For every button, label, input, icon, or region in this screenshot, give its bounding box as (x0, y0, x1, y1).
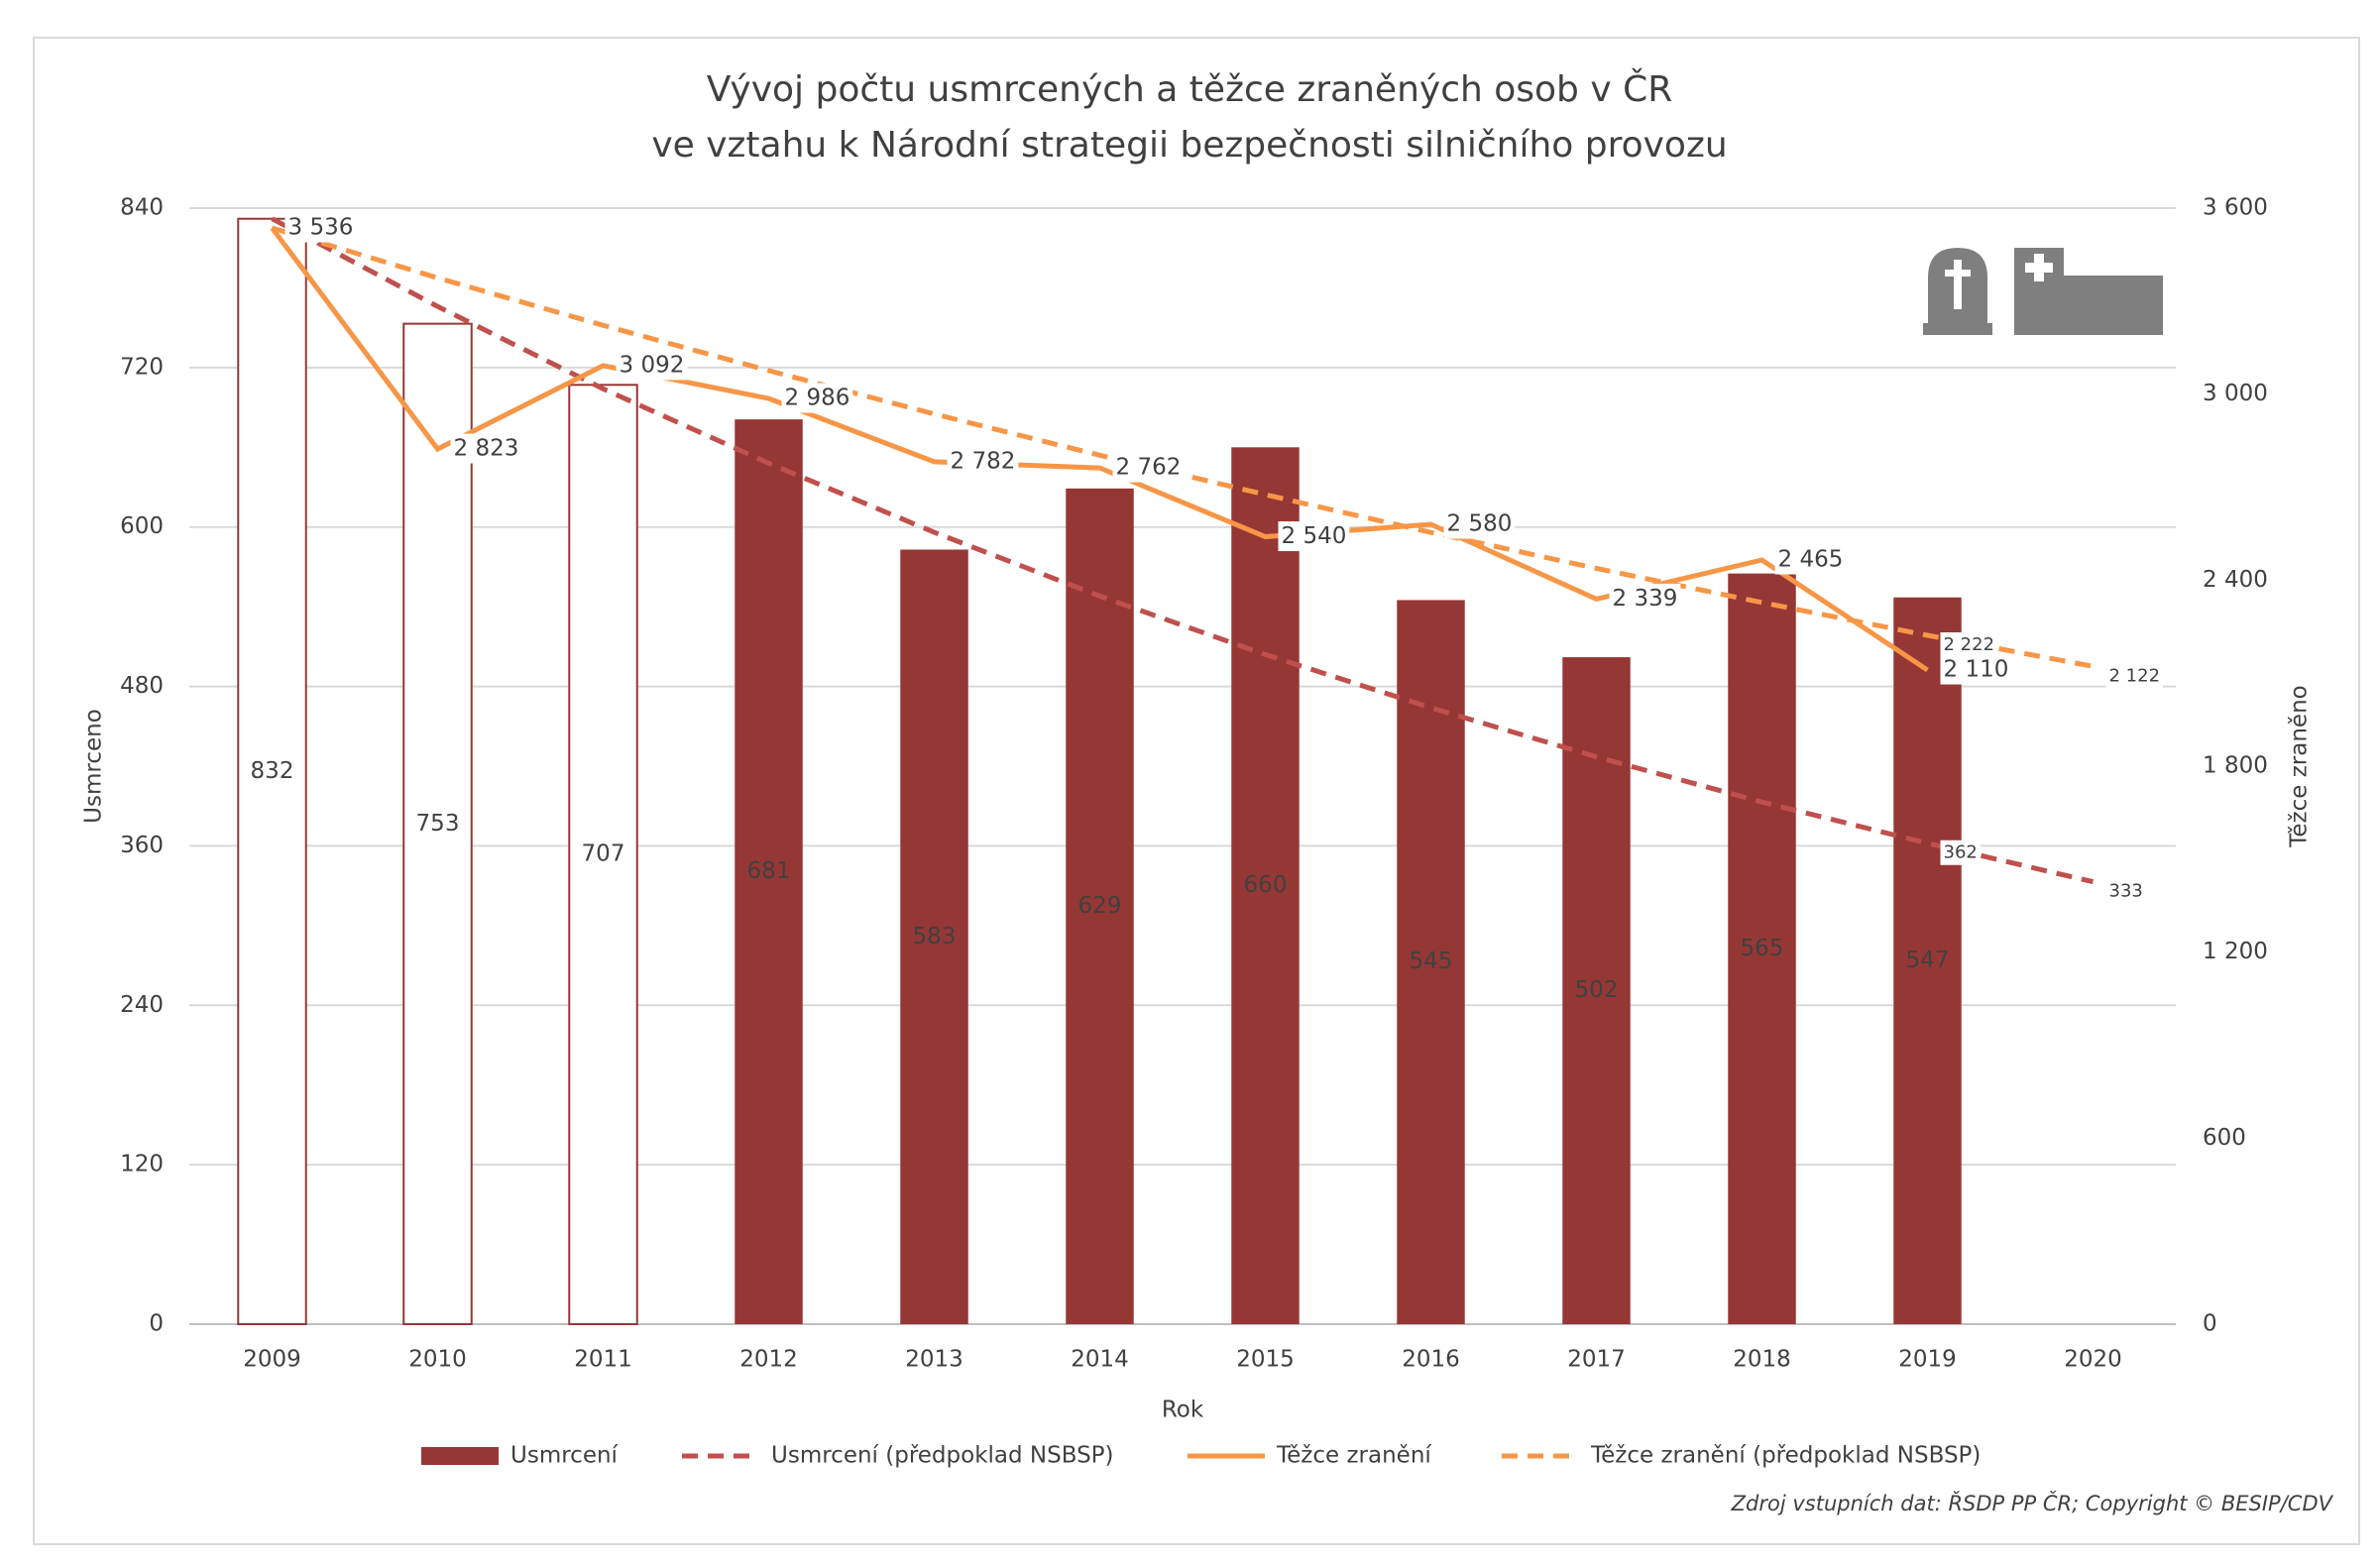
legend-label: Usmrcení (předpoklad NSBSP) (771, 1443, 1114, 1469)
y2-tick-label: 0 (2203, 1311, 2217, 1337)
y-tick-label: 240 (120, 992, 164, 1018)
y2-tick-label: 1 800 (2203, 753, 2268, 779)
y-tick-label: 480 (120, 673, 164, 699)
label-bg (1774, 544, 1847, 575)
x-tick-label: 2018 (1733, 1347, 1791, 1373)
data-label: 2 823 (454, 436, 519, 462)
data-label: 2 782 (951, 448, 1016, 474)
label-bg (947, 446, 1019, 477)
bar (1728, 573, 1796, 1324)
data-label: 333 (2109, 881, 2143, 902)
label-bg (1609, 583, 1681, 614)
legend-label: Těžce zranění (předpoklad NSBSP) (1590, 1443, 1981, 1469)
x-tick-label: 2019 (1898, 1347, 1957, 1373)
label-bg (616, 350, 688, 381)
y-tick-label: 600 (120, 513, 164, 539)
label-bg (1940, 632, 1998, 658)
x-tick-label: 2013 (905, 1347, 963, 1373)
y2-tick-label: 2 400 (2203, 567, 2268, 593)
x-tick-label: 2016 (1402, 1347, 1460, 1373)
bar-value-label: 753 (416, 811, 460, 837)
bar (1231, 447, 1300, 1324)
data-label: 2 222 (1944, 634, 1995, 655)
y2-tick-label: 3 600 (2203, 195, 2268, 221)
label-bg (1940, 654, 2012, 685)
x-tick-label: 2010 (408, 1347, 467, 1373)
bar-value-label: 660 (1244, 872, 1288, 898)
data-label: 2 762 (1116, 455, 1182, 481)
bar (1562, 657, 1631, 1324)
legend-label: Těžce zranění (1276, 1443, 1431, 1469)
line-series (271, 216, 2095, 885)
bar (900, 549, 968, 1324)
data-label: 2 465 (1778, 547, 1844, 573)
bar (402, 322, 473, 1326)
data-label: 2 122 (2109, 665, 2161, 686)
y2-tick-label: 600 (2203, 1125, 2246, 1151)
hcross-h (2025, 263, 2053, 273)
data-label: 362 (1944, 842, 1978, 863)
label-bg (1940, 840, 1981, 865)
label-bg (2105, 663, 2164, 689)
data-label: 3 092 (620, 352, 685, 378)
x-tick-label: 2012 (739, 1347, 798, 1373)
x-tick-label: 2014 (1071, 1347, 1129, 1373)
x-tick-label: 2011 (574, 1347, 632, 1373)
bar (568, 384, 638, 1325)
bar (735, 419, 803, 1324)
bar-value-label: 832 (251, 758, 294, 784)
icons (1923, 248, 2163, 335)
y2-tick-label: 3 000 (2203, 381, 2268, 406)
label-bg (1278, 521, 1350, 552)
source-note: Zdroj vstupních dat: ŘSDP PP ČR; Copyrig… (1731, 1491, 2334, 1515)
cross-h (1945, 270, 1971, 277)
bar-value-label: 547 (1906, 948, 1950, 973)
label-bg (450, 433, 522, 464)
x-tick-label: 2009 (243, 1347, 301, 1373)
x-tick-label: 2015 (1236, 1347, 1295, 1373)
bar-value-label: 681 (747, 858, 791, 884)
data-label: 3 536 (288, 215, 354, 241)
grid (189, 207, 2176, 1325)
y-axis-title: Usmrceno (81, 709, 107, 824)
x-axis-title: Rok (1162, 1398, 1204, 1423)
y-tick-label: 720 (120, 354, 164, 380)
bar (1397, 600, 1465, 1324)
y2-tick-label: 1 200 (2203, 939, 2268, 964)
legend-swatch (421, 1447, 499, 1465)
y-tick-label: 360 (120, 833, 164, 858)
bar-value-label: 583 (913, 924, 957, 950)
label-bg (1443, 508, 1516, 539)
y-tick-label: 840 (120, 195, 164, 221)
x-tick-label: 2020 (2064, 1347, 2122, 1373)
data-label: 2 339 (1613, 586, 1678, 612)
legend-label: Usmrcení (510, 1443, 619, 1469)
x-tick-label: 2017 (1567, 1347, 1626, 1373)
y-tick-label: 120 (120, 1152, 164, 1177)
bar-value-label: 502 (1575, 977, 1619, 1003)
data-label: 2 986 (785, 386, 850, 411)
grave-base (1923, 323, 1992, 335)
bar (237, 217, 307, 1326)
label-bg (2105, 878, 2146, 904)
y2-axis-title: Těžce zraněno (2287, 685, 2313, 847)
label-bg (284, 212, 357, 243)
chart-subtitle: ve vztahu k Národní strategii bezpečnost… (651, 125, 1727, 166)
hospital-wing (2064, 276, 2163, 335)
bar-value-label: 629 (1078, 893, 1122, 919)
y-tick-label: 0 (149, 1311, 164, 1337)
bar-value-label: 565 (1741, 936, 1784, 961)
chart-title: Vývoj počtu usmrcených a těžce zraněných… (707, 68, 1673, 110)
label-bg (1112, 452, 1185, 483)
bar-value-label: 707 (582, 841, 625, 867)
cross-v (1954, 260, 1962, 309)
data-label: 2 540 (1282, 523, 1347, 549)
label-bg (781, 383, 853, 413)
data-label: 2 110 (1944, 657, 2009, 683)
bar (1066, 488, 1134, 1325)
data-label: 2 580 (1447, 511, 1513, 537)
bar (1893, 597, 1962, 1324)
bar-value-label: 545 (1410, 949, 1453, 974)
